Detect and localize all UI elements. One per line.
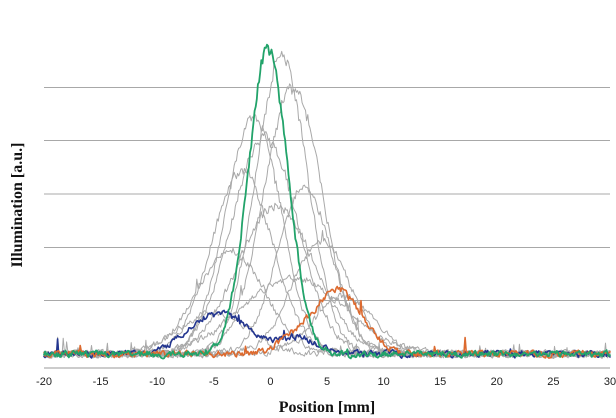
x-tick-label: 25 (547, 376, 559, 388)
x-tick-label: 15 (434, 376, 446, 388)
y-axis-title: Illumination [a.u.] (9, 143, 26, 268)
x-tick-label: 30 (604, 376, 616, 388)
series-line-gray-6 (43, 184, 611, 359)
x-tick-label: 5 (324, 376, 330, 388)
series-line-gray-5 (43, 168, 611, 359)
x-tick-label: -15 (93, 376, 109, 388)
x-tick-label: 20 (491, 376, 503, 388)
x-tick-label: -10 (149, 376, 165, 388)
x-axis-title: Position [mm] (279, 399, 375, 416)
series-line-gray-8 (43, 230, 611, 359)
x-tick-label: 0 (267, 376, 273, 388)
x-tick-label: -20 (36, 376, 52, 388)
x-tick-label: -5 (209, 376, 219, 388)
series-layer (43, 43, 611, 360)
series-line-green-15 (43, 43, 611, 360)
series-line-gray-1 (43, 50, 611, 359)
series-line-gray-7 (43, 202, 611, 359)
gridlines (44, 86, 610, 302)
x-tick-labels: -20 -15 -10 -5 0 5 10 15 20 25 30 (36, 376, 616, 388)
x-tick-label: 10 (377, 376, 389, 388)
